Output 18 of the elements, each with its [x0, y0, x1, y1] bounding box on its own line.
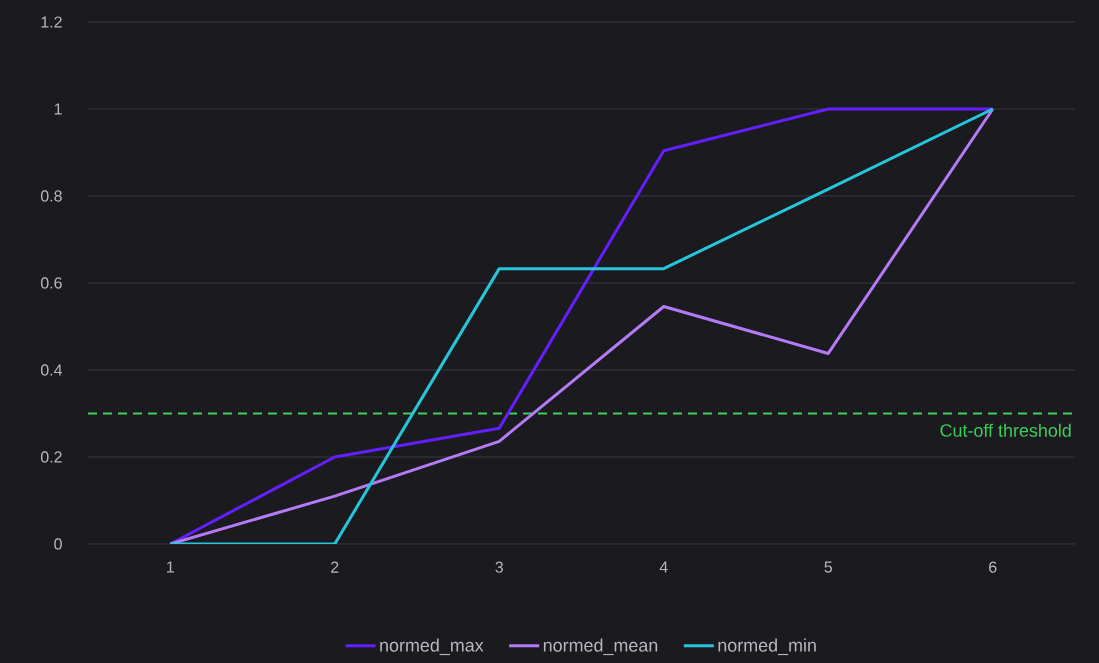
x-tick-label: 2	[331, 561, 339, 573]
y-tick-label: 0.4	[40, 364, 63, 376]
x-tick-label: 1	[167, 561, 174, 573]
x-tick-label: 4	[659, 561, 668, 573]
x-tick-label: 3	[495, 561, 503, 573]
legend-label: normed_max	[380, 638, 484, 656]
x-tick-label: 6	[989, 561, 997, 573]
y-tick-label: 0.2	[40, 451, 62, 463]
y-tick-label: 0	[54, 538, 62, 550]
line-series	[168, 107, 995, 544]
y-tick-label: 0.8	[40, 190, 62, 202]
legend-label: normed_mean	[543, 638, 658, 656]
ref-line-label: Cut-off threshold	[940, 423, 1071, 437]
legend-label: normed_min	[718, 638, 816, 656]
x-tick-label: 5	[824, 561, 833, 573]
y-tick-label: 0.6	[40, 277, 62, 289]
y-tick-label: 1	[54, 103, 62, 115]
y-tick-label: 1.2	[41, 16, 62, 28]
